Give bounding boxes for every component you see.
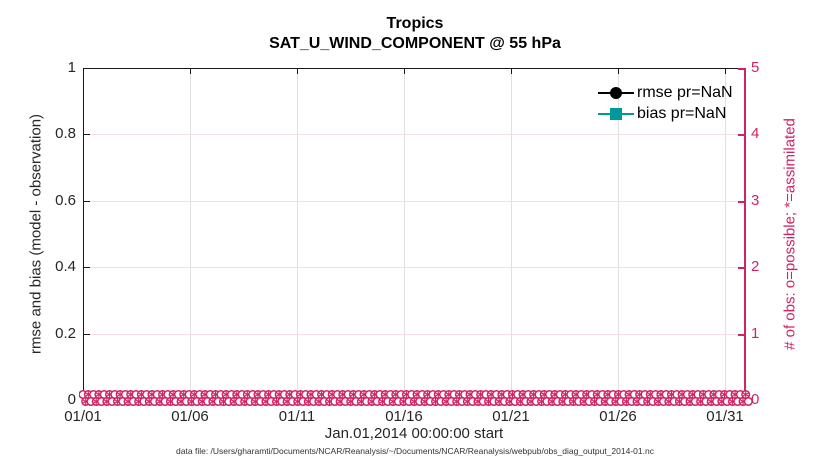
legend-row-rmse: rmse pr=NaN — [598, 82, 743, 103]
data-file-caption: data file: /Users/gharamti/Documents/NCA… — [176, 446, 654, 456]
right-y-tick-label: 4 — [751, 125, 760, 143]
rmse-line-marker-icon — [598, 86, 634, 99]
right-y-tick-label: 5 — [751, 59, 760, 76]
y-tick-right — [738, 267, 744, 270]
title-block: Tropics SAT_U_WIND_COMPONENT @ 55 hPa — [0, 14, 830, 54]
left-y-tick-label: 1 — [67, 59, 76, 76]
right-y-tick-label: 0 — [751, 391, 760, 408]
plot-title: Tropics — [386, 15, 444, 32]
x-tick-top — [511, 68, 512, 74]
y-tick-right — [738, 134, 744, 137]
vertical-gridline — [511, 68, 512, 400]
legend: rmse pr=NaN bias pr=NaN — [598, 82, 743, 124]
horizontal-gridline — [84, 333, 745, 335]
horizontal-gridline — [84, 200, 745, 202]
left-y-tick-label: 0 — [67, 391, 76, 408]
legend-label-bias: bias pr=NaN — [637, 104, 727, 122]
left-y-tick-label: 0.6 — [55, 191, 76, 209]
x-axis-label: Jan.01,2014 00:00:00 start — [324, 425, 504, 442]
x-tick-label: 01/11 — [278, 408, 316, 425]
vertical-gridline — [404, 68, 405, 400]
y-tick-right — [738, 68, 744, 70]
vertical-gridline — [297, 68, 298, 400]
plot-subtitle: SAT_U_WIND_COMPONENT @ 55 hPa — [269, 35, 561, 52]
vertical-gridline — [190, 68, 191, 400]
rmse-circle-marker-icon — [610, 86, 622, 99]
right-y-axis-line — [744, 68, 746, 401]
x-tick-top — [297, 68, 298, 74]
y-tick-left — [84, 267, 90, 269]
vertical-gridline — [725, 68, 726, 400]
right-y-tick-label: 1 — [751, 324, 760, 342]
x-tick-label: 01/31 — [706, 408, 744, 425]
y-tick-left — [84, 68, 90, 69]
x-tick-top — [404, 68, 405, 74]
y-tick-right — [738, 333, 744, 336]
x-tick-label: 01/16 — [385, 408, 423, 425]
bias-line-marker-icon — [598, 107, 634, 120]
left-y-tick-label: 0.2 — [55, 324, 76, 342]
vertical-gridline — [618, 68, 619, 400]
x-tick-label: 01/01 — [64, 408, 102, 425]
x-tick-label: 01/26 — [599, 408, 637, 425]
bias-square-marker-icon — [610, 107, 622, 120]
x-tick-top — [190, 68, 191, 74]
right-y-axis-label: # of obs: o=possible; *=assimilated — [781, 118, 799, 350]
y-tick-left — [84, 134, 90, 136]
right-y-tick-label: 3 — [751, 191, 760, 209]
left-y-axis-label: rmse and bias (model - observation) — [27, 113, 45, 355]
x-tick-label: 01/21 — [492, 408, 530, 425]
left-y-tick-label: 0.8 — [55, 125, 76, 143]
x-tick-label: 01/06 — [171, 408, 209, 425]
y-tick-left — [84, 200, 90, 202]
left-y-tick-label: 0.4 — [55, 258, 76, 276]
x-tick-top — [83, 68, 84, 74]
legend-label-rmse: rmse pr=NaN — [637, 83, 733, 101]
y-tick-right — [738, 200, 744, 203]
horizontal-gridline — [84, 267, 745, 269]
x-tick-top — [725, 68, 726, 74]
x-tick-top — [618, 68, 619, 74]
horizontal-gridline — [84, 134, 745, 136]
obs-count-markers-band — [79, 389, 753, 407]
right-y-tick-label: 2 — [751, 258, 760, 276]
legend-row-bias: bias pr=NaN — [598, 103, 743, 124]
y-tick-left — [84, 333, 90, 335]
